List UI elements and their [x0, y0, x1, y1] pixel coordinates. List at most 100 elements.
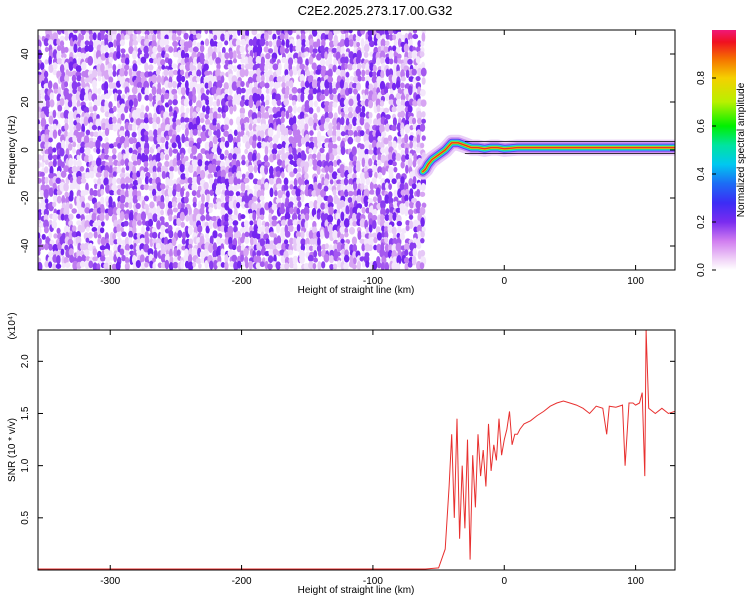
heatmap-cell [244, 99, 250, 106]
heatmap-cell [156, 205, 161, 215]
heatmap-cell [391, 226, 397, 235]
heatmap-cell [40, 189, 45, 198]
heatmap-cell [220, 193, 225, 203]
heatmap-cell [351, 82, 358, 89]
heatmap-cell [87, 232, 94, 239]
heatmap-cell [153, 30, 158, 35]
heatmap-cell [184, 80, 189, 90]
heatmap-cell [412, 46, 417, 52]
heatmap-cell [227, 95, 233, 101]
heatmap-cell [348, 30, 353, 34]
heatmap-cell [47, 39, 54, 45]
heatmap-cell [104, 44, 109, 53]
heatmap-cell [259, 165, 266, 176]
heatmap-cell [152, 262, 157, 270]
heatmap-cell [419, 249, 426, 257]
heatmap-cell [76, 149, 81, 157]
heatmap-cell [349, 244, 354, 253]
heatmap-cell [387, 166, 394, 175]
heatmap-cell [44, 243, 49, 251]
heatmap-cell [76, 117, 81, 124]
heatmap-cell [99, 245, 106, 251]
heatmap-cell [200, 87, 205, 95]
heatmap-cell [56, 30, 63, 35]
heatmap-cell [48, 137, 53, 143]
heatmap-cell [256, 75, 262, 83]
heatmap-cell [312, 165, 318, 171]
heatmap-cell [56, 45, 62, 52]
heatmap-cell [288, 129, 293, 136]
heatmap-cell [244, 237, 250, 245]
heatmap-cell [235, 170, 242, 179]
heatmap-cell [336, 122, 341, 132]
heatmap-cell [156, 220, 161, 230]
heatmap-cell [405, 69, 410, 79]
heatmap-cell [327, 129, 333, 137]
heatmap-cell [237, 212, 242, 221]
heatmap-cell [256, 141, 262, 149]
heatmap-cell [324, 105, 330, 113]
heatmap-cell [124, 243, 130, 252]
heatmap-cell [404, 133, 409, 144]
heatmap-cell [383, 107, 390, 114]
heatmap-cell [59, 98, 65, 107]
heatmap-cell [412, 176, 417, 185]
heatmap-cell [264, 63, 269, 73]
heatmap-cell [71, 80, 78, 91]
heatmap-cell [287, 105, 293, 114]
heatmap-cell [267, 127, 274, 138]
heatmap-cell [347, 129, 354, 136]
heatmap-cell [52, 243, 59, 254]
heatmap-cell [245, 141, 251, 150]
heatmap-cell [196, 165, 201, 176]
heatmap-cell [56, 58, 63, 65]
heatmap-cell [204, 30, 209, 35]
heatmap-cell [144, 62, 149, 72]
heatmap-cell [288, 154, 294, 161]
heatmap-cell [320, 189, 327, 198]
heatmap-cell [364, 87, 369, 97]
heatmap-cell [148, 93, 153, 102]
heatmap-cell [76, 100, 81, 109]
heatmap-cell [68, 248, 74, 257]
heatmap-cell [87, 195, 94, 202]
heatmap-cell [176, 183, 181, 193]
heatmap-cell [259, 261, 265, 268]
heatmap-cell [196, 76, 201, 83]
heatmap-cell [324, 51, 328, 60]
heatmap-cell [181, 231, 187, 240]
heatmap-cell [112, 105, 117, 112]
heatmap-cell [416, 110, 423, 120]
heatmap-cell [64, 74, 70, 83]
heatmap-cell [296, 134, 303, 144]
heatmap-cell [105, 184, 111, 194]
heatmap-cell [67, 71, 73, 77]
heatmap-cell [80, 40, 86, 50]
heatmap-cell [91, 160, 97, 167]
heatmap-cell [397, 87, 402, 95]
heatmap-cell [99, 212, 105, 222]
heatmap-cell [368, 70, 374, 78]
heatmap-cell [38, 154, 43, 161]
heatmap-cell [360, 183, 365, 191]
heatmap-cell [44, 159, 49, 166]
heatmap-cell [204, 38, 210, 47]
heatmap-cell [416, 134, 421, 144]
heatmap-cell [172, 188, 177, 197]
heatmap-cell [236, 245, 242, 253]
heatmap-cell [224, 93, 230, 103]
heatmap-cell [407, 208, 414, 216]
heatmap-cell [377, 166, 383, 174]
heatmap-cell [277, 189, 283, 199]
heatmap-cell [389, 88, 394, 95]
heatmap-cell [253, 220, 258, 226]
heatmap-cell [172, 99, 178, 106]
heatmap-cell [89, 33, 94, 41]
heatmap-cell [161, 170, 166, 179]
heatmap-cell [264, 221, 270, 228]
heatmap-cell [289, 80, 294, 89]
chart-title: C2E2.2025.273.17.00.G32 [298, 3, 453, 18]
heatmap-cell [308, 117, 314, 127]
heatmap-cell [196, 33, 202, 40]
